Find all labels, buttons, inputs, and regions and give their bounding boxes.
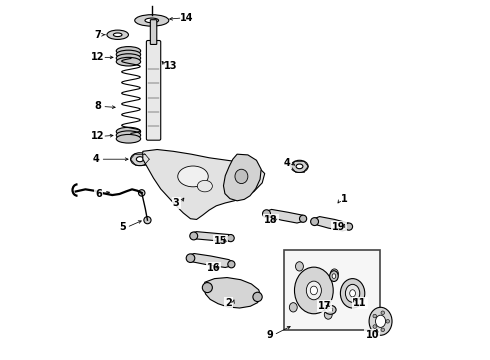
Circle shape [381, 311, 385, 315]
Ellipse shape [350, 290, 355, 297]
Ellipse shape [116, 46, 141, 55]
Ellipse shape [296, 164, 303, 169]
Ellipse shape [324, 305, 336, 314]
Ellipse shape [332, 274, 336, 278]
Ellipse shape [136, 157, 144, 162]
Text: 17: 17 [318, 301, 331, 311]
Ellipse shape [116, 57, 141, 66]
Text: 12: 12 [91, 131, 105, 141]
Circle shape [139, 190, 145, 196]
Circle shape [311, 218, 319, 226]
Polygon shape [188, 253, 234, 267]
Text: 5: 5 [119, 222, 126, 232]
Text: 18: 18 [264, 215, 278, 225]
Ellipse shape [145, 18, 159, 23]
Text: 13: 13 [164, 61, 177, 71]
Ellipse shape [310, 286, 318, 295]
Ellipse shape [328, 308, 333, 312]
Ellipse shape [113, 33, 122, 37]
Ellipse shape [330, 269, 339, 278]
Circle shape [373, 314, 376, 318]
Ellipse shape [131, 153, 149, 166]
Text: 7: 7 [95, 30, 101, 40]
Polygon shape [191, 231, 234, 242]
Ellipse shape [116, 50, 141, 59]
Ellipse shape [107, 30, 128, 40]
Ellipse shape [116, 134, 141, 143]
Text: 16: 16 [207, 263, 220, 273]
Circle shape [263, 210, 270, 218]
Polygon shape [143, 149, 265, 220]
Circle shape [202, 283, 212, 293]
Text: 9: 9 [266, 330, 273, 340]
Ellipse shape [294, 267, 333, 314]
Text: 2: 2 [225, 298, 232, 308]
Polygon shape [264, 210, 305, 223]
Text: 15: 15 [214, 236, 227, 246]
Ellipse shape [197, 180, 212, 192]
Text: 4: 4 [93, 154, 99, 164]
Circle shape [373, 325, 376, 328]
Ellipse shape [178, 166, 208, 187]
Text: 10: 10 [366, 330, 379, 340]
Text: 8: 8 [95, 102, 101, 112]
FancyBboxPatch shape [147, 41, 161, 140]
Ellipse shape [135, 15, 169, 26]
Circle shape [227, 234, 234, 242]
Text: 12: 12 [91, 52, 105, 62]
Text: 3: 3 [173, 198, 179, 208]
Text: 11: 11 [353, 298, 367, 308]
Polygon shape [204, 278, 261, 308]
Ellipse shape [341, 279, 365, 308]
Circle shape [186, 254, 195, 262]
Ellipse shape [295, 262, 303, 271]
Ellipse shape [116, 131, 141, 139]
Text: 19: 19 [332, 222, 346, 231]
Circle shape [144, 217, 151, 224]
Ellipse shape [116, 54, 141, 62]
Circle shape [381, 328, 385, 332]
Ellipse shape [235, 169, 248, 184]
FancyBboxPatch shape [284, 250, 380, 330]
Circle shape [228, 261, 235, 268]
Circle shape [190, 232, 197, 240]
Ellipse shape [306, 281, 321, 300]
Ellipse shape [375, 315, 386, 327]
FancyBboxPatch shape [150, 20, 157, 44]
Ellipse shape [345, 284, 360, 302]
Circle shape [345, 223, 353, 230]
Circle shape [299, 215, 307, 222]
Polygon shape [223, 154, 261, 201]
Ellipse shape [330, 271, 338, 282]
Text: 1: 1 [342, 194, 348, 204]
Ellipse shape [369, 307, 392, 335]
Text: 14: 14 [180, 13, 194, 23]
Ellipse shape [116, 127, 141, 136]
Text: 6: 6 [96, 189, 102, 199]
Circle shape [386, 319, 390, 323]
Ellipse shape [290, 303, 297, 312]
Polygon shape [312, 217, 351, 231]
Circle shape [253, 292, 262, 302]
Ellipse shape [324, 310, 332, 319]
Text: 4: 4 [284, 158, 291, 168]
Ellipse shape [291, 160, 308, 172]
